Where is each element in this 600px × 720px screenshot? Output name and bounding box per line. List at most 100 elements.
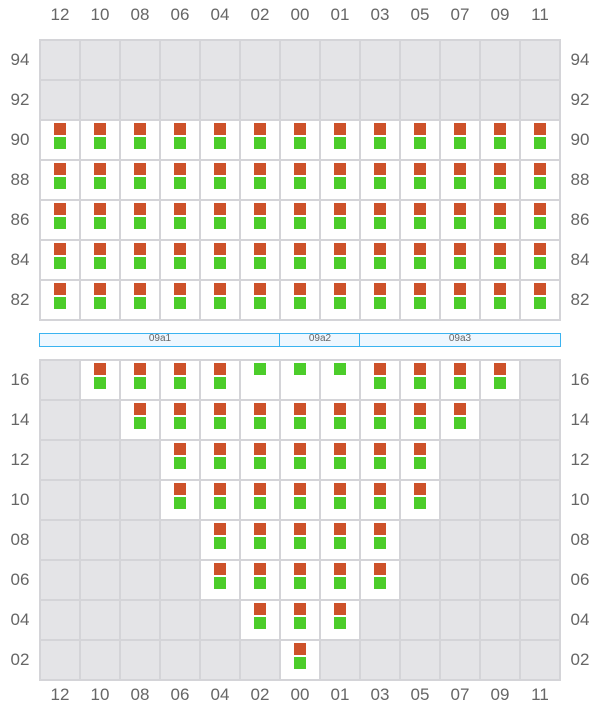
rack-slot[interactable] bbox=[121, 281, 159, 319]
rack-slot[interactable] bbox=[201, 281, 239, 319]
rack-slot[interactable] bbox=[481, 201, 519, 239]
rack-slot[interactable] bbox=[161, 161, 199, 199]
rack-slot[interactable] bbox=[241, 601, 279, 639]
rack-slot[interactable] bbox=[241, 201, 279, 239]
rack-slot[interactable] bbox=[321, 241, 359, 279]
rack-slot[interactable] bbox=[441, 361, 479, 399]
rack-slot[interactable] bbox=[241, 401, 279, 439]
rack-slot[interactable] bbox=[121, 361, 159, 399]
rack-slot[interactable] bbox=[401, 361, 439, 399]
rack-slot[interactable] bbox=[281, 201, 319, 239]
rack-slot[interactable] bbox=[281, 441, 319, 479]
rack-slot[interactable] bbox=[81, 161, 119, 199]
rack-slot[interactable] bbox=[361, 241, 399, 279]
rack-slot[interactable] bbox=[81, 241, 119, 279]
rack-slot[interactable] bbox=[201, 561, 239, 599]
rack-slot[interactable] bbox=[41, 201, 79, 239]
rack-slot[interactable] bbox=[521, 241, 559, 279]
rack-slot[interactable] bbox=[321, 201, 359, 239]
rack-slot[interactable] bbox=[401, 401, 439, 439]
rack-slot[interactable] bbox=[321, 361, 359, 399]
rack-slot[interactable] bbox=[241, 441, 279, 479]
rack-slot[interactable] bbox=[441, 201, 479, 239]
rack-slot[interactable] bbox=[361, 401, 399, 439]
rack-slot[interactable] bbox=[321, 281, 359, 319]
rack-slot[interactable] bbox=[201, 401, 239, 439]
rack-slot[interactable] bbox=[481, 121, 519, 159]
rack-slot[interactable] bbox=[321, 521, 359, 559]
rack-slot[interactable] bbox=[521, 281, 559, 319]
rack-slot[interactable] bbox=[521, 161, 559, 199]
rack-slot[interactable] bbox=[481, 161, 519, 199]
rack-slot[interactable] bbox=[281, 401, 319, 439]
rack-slot[interactable] bbox=[361, 121, 399, 159]
rack-slot[interactable] bbox=[361, 161, 399, 199]
rack-slot[interactable] bbox=[361, 201, 399, 239]
rack-slot[interactable] bbox=[281, 121, 319, 159]
rack-slot[interactable] bbox=[361, 521, 399, 559]
rack-slot[interactable] bbox=[241, 521, 279, 559]
rack-slot[interactable] bbox=[521, 121, 559, 159]
rack-slot[interactable] bbox=[441, 281, 479, 319]
rack-slot[interactable] bbox=[41, 121, 79, 159]
rack-slot[interactable] bbox=[41, 241, 79, 279]
rack-slot[interactable] bbox=[321, 161, 359, 199]
group-bar-09a2[interactable]: 09a2 bbox=[279, 333, 361, 347]
rack-slot[interactable] bbox=[321, 401, 359, 439]
rack-slot[interactable] bbox=[321, 561, 359, 599]
rack-slot[interactable] bbox=[161, 201, 199, 239]
rack-slot[interactable] bbox=[121, 121, 159, 159]
rack-slot[interactable] bbox=[281, 361, 319, 399]
rack-slot[interactable] bbox=[361, 481, 399, 519]
rack-slot[interactable] bbox=[201, 121, 239, 159]
rack-slot[interactable] bbox=[161, 361, 199, 399]
rack-slot[interactable] bbox=[161, 241, 199, 279]
rack-slot[interactable] bbox=[321, 121, 359, 159]
rack-slot[interactable] bbox=[241, 361, 279, 399]
rack-slot[interactable] bbox=[481, 281, 519, 319]
group-bar-09a1[interactable]: 09a1 bbox=[39, 333, 281, 347]
rack-slot[interactable] bbox=[161, 481, 199, 519]
rack-slot[interactable] bbox=[81, 361, 119, 399]
rack-slot[interactable] bbox=[321, 441, 359, 479]
rack-slot[interactable] bbox=[41, 161, 79, 199]
rack-slot[interactable] bbox=[161, 401, 199, 439]
rack-slot[interactable] bbox=[401, 481, 439, 519]
rack-slot[interactable] bbox=[281, 161, 319, 199]
rack-slot[interactable] bbox=[401, 441, 439, 479]
rack-slot[interactable] bbox=[441, 161, 479, 199]
rack-slot[interactable] bbox=[481, 361, 519, 399]
rack-slot[interactable] bbox=[201, 201, 239, 239]
rack-slot[interactable] bbox=[161, 121, 199, 159]
rack-slot[interactable] bbox=[281, 481, 319, 519]
rack-slot[interactable] bbox=[121, 401, 159, 439]
rack-slot[interactable] bbox=[361, 561, 399, 599]
rack-slot[interactable] bbox=[441, 121, 479, 159]
rack-slot[interactable] bbox=[401, 201, 439, 239]
rack-slot[interactable] bbox=[521, 201, 559, 239]
rack-slot[interactable] bbox=[201, 361, 239, 399]
rack-slot[interactable] bbox=[201, 481, 239, 519]
rack-slot[interactable] bbox=[281, 281, 319, 319]
rack-slot[interactable] bbox=[401, 121, 439, 159]
rack-slot[interactable] bbox=[241, 241, 279, 279]
rack-slot[interactable] bbox=[281, 641, 319, 679]
rack-slot[interactable] bbox=[281, 521, 319, 559]
rack-slot[interactable] bbox=[201, 161, 239, 199]
rack-slot[interactable] bbox=[401, 281, 439, 319]
rack-slot[interactable] bbox=[121, 161, 159, 199]
rack-slot[interactable] bbox=[361, 281, 399, 319]
rack-slot[interactable] bbox=[121, 241, 159, 279]
rack-slot[interactable] bbox=[201, 521, 239, 559]
rack-slot[interactable] bbox=[241, 281, 279, 319]
group-bar-09a3[interactable]: 09a3 bbox=[359, 333, 561, 347]
rack-slot[interactable] bbox=[81, 281, 119, 319]
rack-slot[interactable] bbox=[241, 481, 279, 519]
rack-slot[interactable] bbox=[201, 241, 239, 279]
rack-slot[interactable] bbox=[401, 241, 439, 279]
rack-slot[interactable] bbox=[361, 441, 399, 479]
rack-slot[interactable] bbox=[161, 441, 199, 479]
rack-slot[interactable] bbox=[281, 601, 319, 639]
rack-slot[interactable] bbox=[41, 281, 79, 319]
rack-slot[interactable] bbox=[241, 561, 279, 599]
